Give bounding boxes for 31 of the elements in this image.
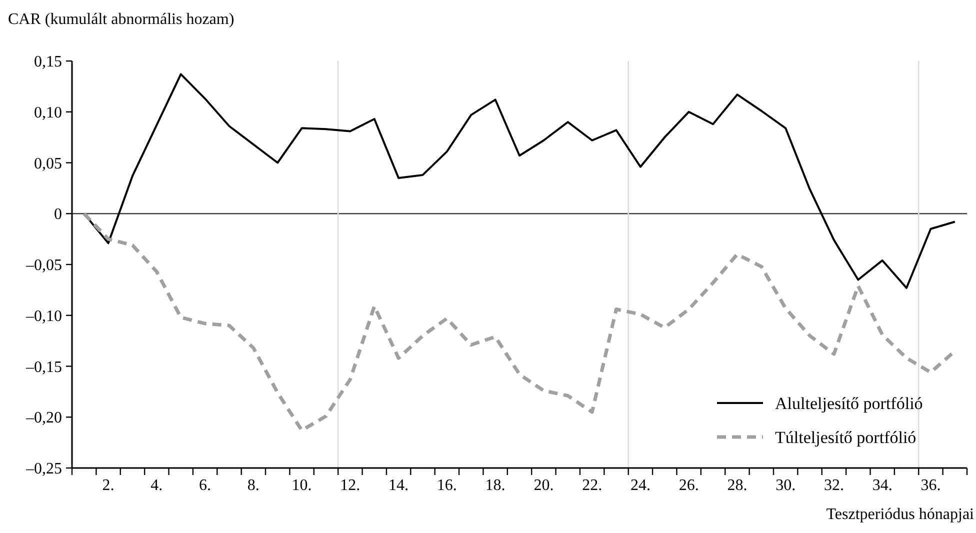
y-tick-label: 0,05 (34, 155, 62, 172)
x-tick-label: 24. (630, 477, 650, 494)
y-axis-title: CAR (kumulált abnormális hozam) (8, 11, 234, 28)
x-tick-label: 4. (150, 477, 163, 494)
x-tick-label: 2. (102, 477, 114, 494)
y-tick-label: –0,15 (25, 358, 62, 376)
y-tick-label: 0,15 (34, 54, 62, 71)
y-tick-label: –0,20 (25, 410, 62, 427)
legend-label: Túlteljesítő portfólió (775, 428, 916, 447)
y-tick-label: 0,10 (34, 104, 62, 122)
y-tick-label: –0,10 (25, 308, 62, 325)
y-tick-label: –0,25 (25, 460, 62, 478)
x-tick-label: 16. (436, 477, 457, 494)
x-axis-title: Tesztperiódus hónapjai (826, 506, 975, 523)
x-tick-label: 22. (582, 477, 602, 494)
x-tick-label: 6. (199, 477, 212, 494)
x-tick-label: 32. (824, 477, 844, 494)
x-tick-label: 18. (485, 477, 506, 494)
x-tick-label: 20. (534, 477, 554, 494)
x-tick-label: 34. (872, 477, 892, 494)
x-tick-label: 8. (247, 477, 260, 494)
x-tick-label: 12. (340, 477, 360, 494)
y-tick-label: 0 (54, 206, 62, 224)
x-tick-label: 14. (388, 477, 409, 494)
x-tick-label: 10. (292, 477, 312, 494)
y-tick-label: –0,05 (25, 257, 62, 274)
x-tick-label: 30. (776, 477, 796, 494)
x-tick-label: 36. (920, 477, 941, 494)
legend-label: Alulteljesítő portfólió (775, 394, 923, 413)
x-tick-label: 28. (727, 477, 748, 494)
x-tick-label: 26. (678, 477, 699, 494)
